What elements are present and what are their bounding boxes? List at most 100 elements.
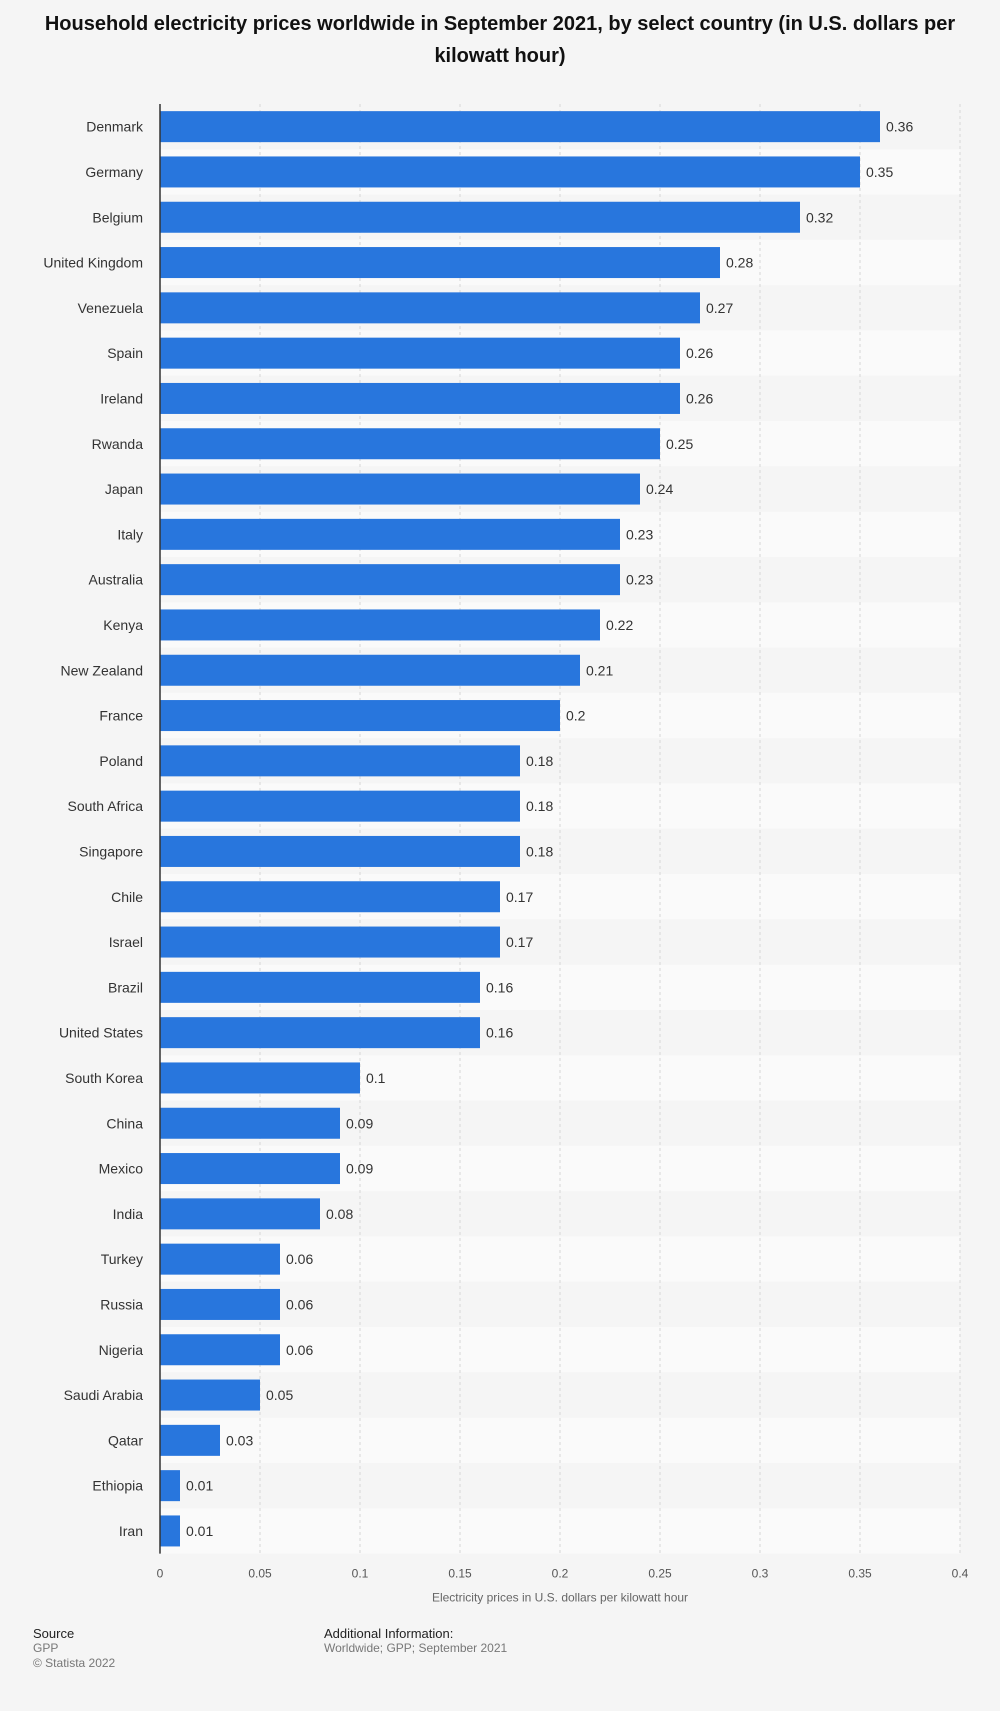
category-label: Nigeria	[99, 1342, 144, 1358]
category-label: China	[106, 1115, 143, 1131]
data-label: 0.09	[346, 1161, 373, 1177]
data-label: 0.17	[506, 889, 533, 905]
bar	[160, 292, 700, 324]
bar	[160, 1107, 340, 1139]
category-label: India	[113, 1206, 144, 1222]
data-label: 0.35	[866, 164, 893, 180]
data-label: 0.06	[286, 1342, 313, 1358]
data-label: 0.06	[286, 1251, 313, 1267]
bar	[160, 654, 580, 686]
bars	[160, 111, 880, 1547]
data-label: 0.25	[666, 436, 693, 452]
category-label: Japan	[105, 481, 143, 497]
category-label: United Kingdom	[43, 255, 143, 271]
bar	[160, 156, 860, 188]
bar	[160, 745, 520, 777]
x-axis-label: Electricity prices in U.S. dollars per k…	[432, 1591, 688, 1605]
additional-text: Worldwide; GPP; September 2021	[324, 1641, 508, 1655]
category-label: Chile	[111, 889, 143, 905]
data-label: 0.24	[646, 481, 673, 497]
bar	[160, 1334, 280, 1366]
additional-info-block: Additional Information: Worldwide; GPP; …	[324, 1626, 507, 1656]
data-label: 0.06	[286, 1296, 313, 1312]
data-label: 0.23	[626, 572, 653, 588]
bar	[160, 1424, 220, 1456]
data-label: 0.01	[186, 1523, 213, 1539]
bar	[160, 111, 880, 143]
category-label: Qatar	[108, 1432, 143, 1448]
value-labels: 0.36 0.35 0.32 0.28 0.27 0.26 0.26 0.25 0.24 0.23…	[186, 119, 913, 1539]
category-label: Italy	[117, 526, 143, 542]
category-label: Denmark	[86, 119, 144, 135]
data-label: 0.22	[606, 617, 633, 633]
category-label: Venezuela	[78, 300, 144, 316]
bar	[160, 790, 520, 822]
category-label: New Zealand	[61, 662, 144, 678]
category-label: Belgium	[92, 209, 143, 225]
data-label: 0.27	[706, 300, 733, 316]
category-label: South Korea	[65, 1070, 143, 1086]
copyright: © Statista 2022	[33, 1656, 116, 1670]
bar	[160, 473, 640, 505]
category-label: Brazil	[108, 979, 143, 995]
bar	[160, 564, 620, 596]
source-heading: Source	[33, 1626, 75, 1641]
x-tick-label: 0	[157, 1567, 164, 1581]
additional-heading: Additional Information:	[324, 1626, 454, 1641]
data-label: 0.26	[686, 345, 713, 361]
category-label: Israel	[109, 934, 143, 950]
data-label: 0.17	[506, 934, 533, 950]
category-label: Singapore	[79, 843, 143, 859]
bar	[160, 1379, 260, 1411]
x-tick-label: 0.25	[648, 1567, 672, 1581]
source-block: Source GPP © Statista 2022	[33, 1626, 115, 1671]
category-labels: Denmark Germany Belgium United Kingdom Venez…	[43, 119, 144, 1539]
bar	[160, 881, 500, 913]
bar	[160, 247, 720, 279]
data-label: 0.03	[226, 1432, 253, 1448]
data-label: 0.32	[806, 209, 833, 225]
data-label: 0.1	[366, 1070, 386, 1086]
bar	[160, 1153, 340, 1185]
bar	[160, 609, 600, 641]
bar	[160, 1062, 360, 1094]
bar	[160, 971, 480, 1003]
data-label: 0.01	[186, 1478, 213, 1494]
bar	[160, 428, 660, 460]
x-tick-label: 0.05	[248, 1567, 272, 1581]
category-label: South Africa	[68, 798, 144, 814]
category-label: Turkey	[101, 1251, 143, 1267]
bar	[160, 926, 500, 958]
bar	[160, 382, 680, 414]
data-label: 0.16	[486, 1025, 513, 1041]
x-tick-labels: 0 0.05 0.1 0.15 0.2 0.25 0.3 0.35 0.4	[157, 1567, 969, 1581]
bar	[160, 1198, 320, 1230]
category-label: Iran	[119, 1523, 143, 1539]
bar	[160, 700, 560, 732]
bar	[160, 337, 680, 369]
data-label: 0.16	[486, 979, 513, 995]
category-label: Ethiopia	[92, 1478, 143, 1494]
data-label: 0.18	[526, 753, 553, 769]
data-label: 0.09	[346, 1115, 373, 1131]
category-label: Poland	[99, 753, 143, 769]
bar	[160, 201, 800, 233]
category-label: Rwanda	[92, 436, 144, 452]
bar	[160, 518, 620, 550]
bar-chart: Denmark Germany Belgium United Kingdom Venez…	[43, 104, 969, 1605]
category-label: France	[99, 708, 143, 724]
data-label: 0.18	[526, 843, 553, 859]
category-label: Russia	[100, 1296, 143, 1312]
x-tick-label: 0.15	[448, 1567, 472, 1581]
category-label: Kenya	[103, 617, 143, 633]
data-label: 0.28	[726, 255, 753, 271]
data-label: 0.05	[266, 1387, 293, 1403]
data-label: 0.18	[526, 798, 553, 814]
data-label: 0.2	[566, 708, 586, 724]
x-tick-label: 0.1	[352, 1567, 369, 1581]
bar	[160, 1515, 180, 1547]
bar	[160, 1243, 280, 1275]
data-label: 0.36	[886, 119, 913, 135]
category-label: Saudi Arabia	[64, 1387, 144, 1403]
x-tick-label: 0.3	[752, 1567, 769, 1581]
